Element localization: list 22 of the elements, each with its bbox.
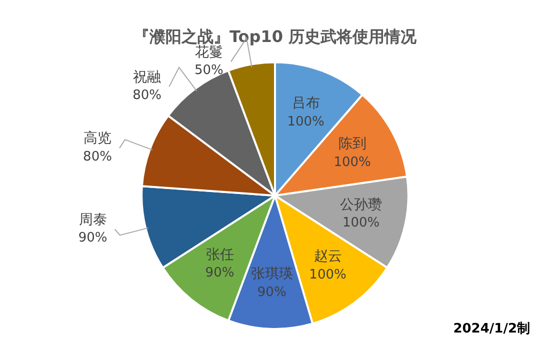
data-label: 90% xyxy=(205,266,234,281)
data-label: 80% xyxy=(132,88,162,104)
slice-label: 张任 xyxy=(206,246,234,263)
data-label: 80% xyxy=(83,149,112,164)
slice-label: 陈到 xyxy=(338,136,366,152)
slice-label: 花鬘 xyxy=(194,44,223,60)
slice-label: 吕布 xyxy=(292,96,320,112)
data-label: 90% xyxy=(257,284,286,300)
data-label: 100% xyxy=(342,216,380,231)
data-label: 50% xyxy=(194,63,224,78)
data-label: 100% xyxy=(309,267,346,282)
chart-title: 『濮阳之战』Top10 历史武将使用情况 xyxy=(133,26,418,46)
data-label: 100% xyxy=(287,114,324,130)
slice-label: 周泰 xyxy=(78,212,107,228)
slice-label: 高览 xyxy=(84,130,112,147)
data-label: 90% xyxy=(78,230,108,246)
slice-label: 张琪瑛 xyxy=(250,266,293,282)
slice-label: 公孙瓒 xyxy=(340,196,382,213)
text: 2024/1/2制 xyxy=(453,321,530,336)
data-label: 100% xyxy=(334,154,371,170)
slice-label: 祝融 xyxy=(133,69,162,86)
slice-label: 赵云 xyxy=(314,248,342,265)
